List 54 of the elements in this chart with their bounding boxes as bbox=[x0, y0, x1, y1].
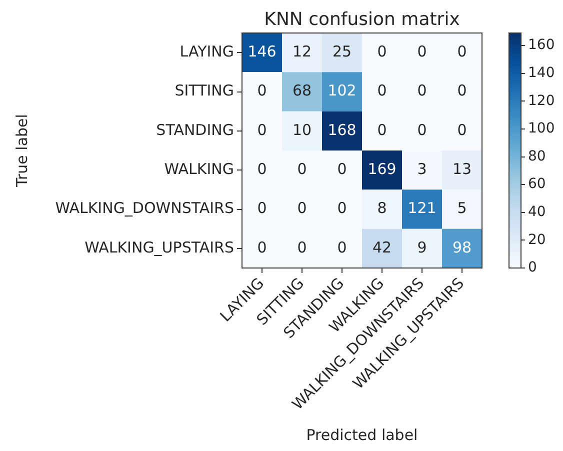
y-tick-label: WALKING bbox=[164, 160, 234, 178]
color-bar-label: 120 bbox=[528, 92, 555, 109]
data-label: 9 bbox=[417, 238, 427, 256]
data-label: 0 bbox=[417, 120, 427, 139]
y-tick-label: LAYING bbox=[180, 42, 234, 60]
data-label: 0 bbox=[337, 199, 347, 218]
y-tick-label: SITTING bbox=[174, 82, 234, 100]
color-bar-label: 0 bbox=[528, 260, 537, 276]
color-bar-label: 140 bbox=[528, 64, 555, 81]
chart-title: KNN confusion matrix bbox=[264, 9, 460, 30]
data-label: 12 bbox=[292, 42, 312, 60]
data-label: 0 bbox=[297, 238, 307, 256]
data-label: 0 bbox=[377, 82, 387, 100]
color-bar-label: 160 bbox=[528, 37, 555, 54]
data-label: 102 bbox=[328, 82, 356, 100]
data-label: 5 bbox=[457, 199, 467, 218]
color-bar-label: 100 bbox=[528, 120, 555, 137]
data-label: 0 bbox=[457, 82, 467, 100]
data-label: 0 bbox=[377, 42, 387, 60]
data-label: 42 bbox=[372, 238, 392, 256]
data-label: 3 bbox=[417, 160, 427, 178]
data-label: 0 bbox=[257, 160, 267, 178]
color-bar-label: 60 bbox=[528, 176, 546, 192]
y-tick-label: STANDING bbox=[156, 120, 234, 139]
data-label: 168 bbox=[328, 120, 356, 139]
data-label: 0 bbox=[297, 160, 307, 178]
data-label: 0 bbox=[297, 199, 307, 218]
y-tick-label: WALKING_UPSTAIRS bbox=[84, 238, 234, 256]
data-label: 0 bbox=[257, 199, 267, 218]
data-label: 0 bbox=[337, 238, 347, 256]
data-label: 0 bbox=[257, 120, 267, 139]
data-label: 0 bbox=[257, 82, 267, 100]
data-label: 0 bbox=[257, 238, 267, 256]
data-label: 121 bbox=[408, 199, 436, 218]
y-axis-title: True label bbox=[12, 114, 31, 188]
data-label: 169 bbox=[368, 160, 396, 178]
data-label: 0 bbox=[337, 160, 347, 178]
data-label: 68 bbox=[292, 82, 312, 100]
data-label: 13 bbox=[452, 160, 472, 178]
data-label: 0 bbox=[457, 120, 467, 139]
data-label: 98 bbox=[452, 238, 472, 256]
data-label: 0 bbox=[417, 42, 427, 60]
data-label: 25 bbox=[332, 42, 352, 60]
data-label: 0 bbox=[457, 42, 467, 60]
x-axis-title: Predicted label bbox=[306, 426, 418, 444]
data-label: 146 bbox=[248, 42, 276, 60]
color-bar-label: 40 bbox=[528, 204, 546, 220]
y-tick-label: WALKING_DOWNSTAIRS bbox=[55, 199, 234, 218]
data-label: 0 bbox=[417, 82, 427, 100]
data-label: 8 bbox=[377, 199, 387, 218]
color-bar-label: 80 bbox=[528, 148, 546, 164]
data-label: 10 bbox=[292, 120, 312, 139]
color-bar-label: 20 bbox=[528, 232, 546, 248]
data-label: 0 bbox=[377, 120, 387, 139]
